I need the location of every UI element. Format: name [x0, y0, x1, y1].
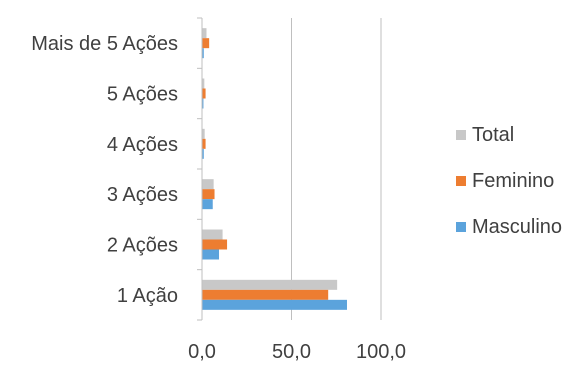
- bar-feminino-5: [202, 38, 210, 49]
- bar-total-2: [202, 179, 214, 190]
- legend-label-total: Total: [472, 124, 514, 146]
- legend-label-feminino: Feminino: [472, 170, 554, 192]
- category-labels: 1 Ação 2 Ações 3 Ações 4 Ações 5 Ações Mais d…: [31, 33, 178, 307]
- bar-masculino-0: [202, 299, 347, 310]
- bar-total-5: [202, 28, 207, 39]
- bar-feminino-2: [202, 189, 215, 200]
- bar-total-4: [202, 78, 205, 89]
- legend-swatch-feminino: [456, 176, 466, 186]
- x-tick-label: 0,0: [188, 341, 216, 363]
- bar-total-3: [202, 128, 205, 139]
- bar-feminino-0: [202, 289, 329, 300]
- bar-feminino-3: [202, 138, 206, 149]
- legend-swatch-total: [456, 130, 466, 140]
- bar-total-1: [202, 229, 223, 240]
- bar-feminino-1: [202, 239, 228, 250]
- tick-labels: 0,0 50,0 100,0: [188, 341, 406, 363]
- category-label: 4 Ações: [107, 134, 178, 156]
- category-label: 5 Ações: [107, 84, 178, 106]
- bars-layer: [202, 28, 347, 310]
- bar-total-0: [202, 279, 338, 290]
- legend: Total Feminino Masculino: [456, 124, 562, 238]
- category-label: 1 Ação: [117, 285, 178, 307]
- bar-masculino-2: [202, 199, 213, 210]
- grid-layer: [291, 18, 382, 320]
- x-tick-label: 50,0: [272, 341, 311, 363]
- bar-masculino-5: [202, 48, 204, 59]
- category-label: 2 Ações: [107, 235, 178, 257]
- legend-label-masculino: Masculino: [472, 216, 562, 238]
- bar-masculino-3: [202, 148, 204, 159]
- bar-masculino-4: [202, 98, 204, 109]
- bar-feminino-4: [202, 88, 206, 99]
- x-tick-label: 100,0: [356, 341, 406, 363]
- category-label: 3 Ações: [107, 184, 178, 206]
- legend-swatch-masculino: [456, 222, 466, 232]
- axis-layer: [197, 17, 203, 321]
- category-label: Mais de 5 Ações: [31, 33, 178, 55]
- bar-masculino-1: [202, 249, 220, 260]
